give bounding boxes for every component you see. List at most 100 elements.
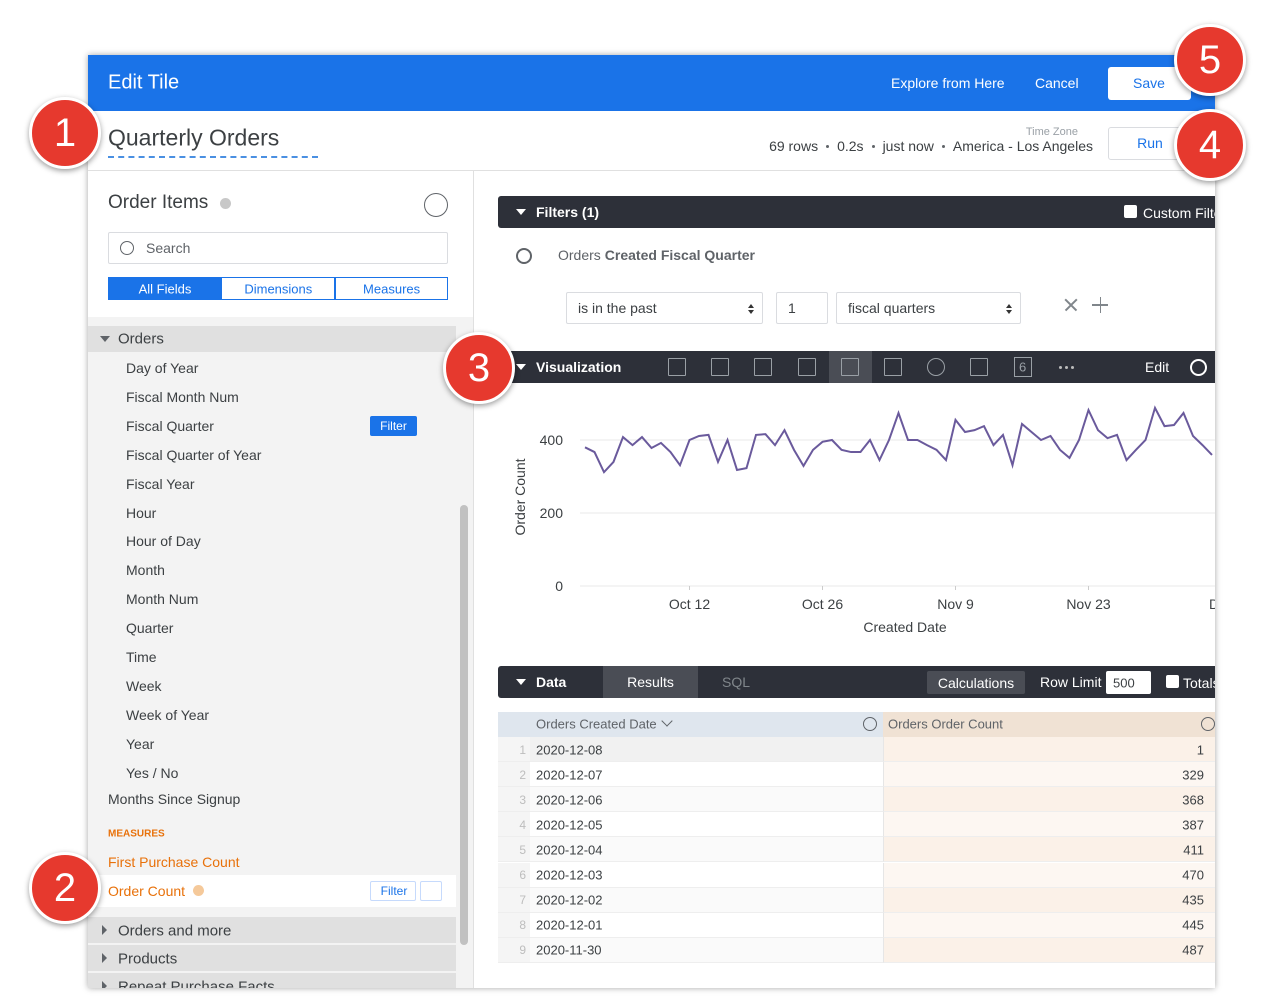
field-item[interactable]: Week of Year	[126, 706, 210, 723]
row-number: 3	[519, 792, 526, 807]
time-zone-label: Time Zone	[1025, 126, 1078, 138]
cell-count: 329	[1182, 767, 1204, 783]
field-item[interactable]: Month Num	[126, 591, 199, 608]
field-item[interactable]: Hour	[126, 504, 157, 521]
table-cell	[883, 762, 1215, 788]
custom-filter-label: Custom Filter	[1143, 205, 1215, 221]
x-tick-label: Oct 12	[669, 596, 710, 612]
info-icon	[193, 885, 204, 896]
filter-input[interactable]: is in the past	[566, 292, 763, 324]
field-tab[interactable]: Measures	[334, 277, 448, 300]
row-number: 9	[519, 943, 526, 958]
viz-edit[interactable]: Edit	[1145, 359, 1170, 375]
field-tab[interactable]: All Fields	[108, 277, 222, 300]
filter-button[interactable]: Filter	[370, 881, 416, 901]
viz-icon[interactable]	[754, 358, 773, 376]
field-item[interactable]: Yes / No	[126, 764, 179, 781]
y-tick-label: 400	[540, 432, 564, 448]
row-limit-label: Row Limit	[1040, 674, 1102, 690]
field-tab[interactable]: Dimensions	[221, 277, 335, 300]
settings-button[interactable]	[420, 881, 442, 901]
search-box[interactable]: Search	[108, 232, 448, 264]
filter-input[interactable]: fiscal quarters	[836, 292, 1021, 324]
group-header[interactable]	[88, 917, 456, 943]
field-name: Created Fiscal Quarter	[604, 247, 755, 263]
viz-icon[interactable]	[970, 358, 989, 376]
group-header[interactable]	[88, 973, 456, 988]
gear-icon[interactable]	[863, 717, 877, 731]
viz-icon[interactable]	[711, 358, 730, 376]
viz-icon[interactable]	[840, 358, 859, 376]
field-item[interactable]: Fiscal Month Num	[126, 388, 239, 405]
field-item[interactable]: Week	[126, 677, 162, 694]
row-number-cell	[498, 862, 530, 888]
viz-title: Visualization	[536, 359, 622, 375]
select-arrow	[1006, 304, 1012, 308]
viz-icon[interactable]	[797, 358, 816, 376]
column-name[interactable]: Orders Created Date	[536, 716, 657, 732]
table-cell	[530, 812, 883, 838]
table-cell	[883, 937, 1215, 963]
field-item[interactable]: Months Since Signup	[108, 791, 241, 807]
viz-icon[interactable]	[884, 358, 902, 376]
field-item[interactable]: Fiscal Quarter of Year	[126, 446, 262, 463]
results-tab[interactable]: Results	[603, 666, 698, 698]
row-number: 4	[519, 817, 526, 832]
field-item[interactable]: Year	[126, 735, 155, 752]
group-header[interactable]	[88, 326, 456, 352]
more-dot[interactable]	[1065, 366, 1068, 369]
viz-icon[interactable]: 6	[1013, 357, 1032, 377]
checkbox[interactable]	[1166, 675, 1179, 688]
field-item[interactable]: Day of Year	[126, 360, 199, 376]
viz-active	[829, 351, 872, 383]
field-item[interactable]: Hour of Day	[126, 533, 201, 550]
filter-input[interactable]: 1	[776, 292, 828, 324]
cell-date: 2020-12-01	[536, 917, 603, 933]
section-caret	[516, 209, 526, 215]
table-cell	[530, 787, 883, 813]
sidebar-divider	[473, 171, 474, 988]
tab-label: Dimensions	[244, 281, 313, 296]
group-name: Repeat Purchase Facts	[118, 978, 275, 989]
row-number: 2	[519, 767, 526, 782]
table-cell	[883, 887, 1215, 913]
measure-item[interactable]: Order Count	[108, 883, 186, 899]
row-limit-input[interactable]: 500	[1106, 671, 1151, 694]
cell-date: 2020-12-08	[536, 742, 603, 757]
gear-icon[interactable]	[1190, 359, 1207, 376]
table-cell	[530, 762, 883, 788]
viz-icon[interactable]	[927, 358, 946, 376]
more-dot[interactable]	[1071, 366, 1074, 369]
cell-count: 487	[1182, 942, 1204, 958]
sql-tab[interactable]: SQL	[722, 674, 751, 690]
group-header[interactable]	[88, 945, 456, 971]
edit-tile-dialog: Edit Tile Explore from Here Cancel Save Quar…	[88, 55, 1215, 988]
checkbox[interactable]	[1124, 205, 1137, 218]
table-cell	[530, 912, 883, 938]
title-underline	[108, 156, 318, 158]
viz-icon[interactable]	[668, 358, 686, 376]
cell-date: 2020-11-30	[536, 942, 602, 958]
column-name[interactable]: Orders Order Count	[888, 716, 1003, 732]
calculations-button[interactable]: Calculations	[927, 671, 1025, 694]
field-item[interactable]: Quarter	[126, 620, 174, 637]
more-dot[interactable]	[1059, 366, 1062, 369]
field-item[interactable]: Time	[126, 649, 157, 665]
field-item[interactable]: Fiscal Year	[126, 475, 195, 492]
step-badge: 1	[29, 97, 101, 169]
cancel-link[interactable]: Cancel	[1035, 75, 1079, 91]
calculations-label: Calculations	[937, 674, 1015, 691]
gear-icon[interactable]	[1201, 717, 1215, 731]
collapse-button[interactable]	[424, 193, 448, 217]
explore-link[interactable]: Explore from Here	[891, 75, 1005, 91]
field-item[interactable]: Month	[126, 562, 165, 579]
field-item[interactable]: Fiscal Quarter	[126, 417, 214, 434]
tab-label: All Fields	[138, 281, 192, 296]
measure-item[interactable]: First Purchase Count	[108, 854, 240, 870]
row-number-cell	[498, 787, 530, 813]
table-cell	[530, 837, 883, 863]
stat: 69 rows	[769, 138, 819, 154]
cell-count: 411	[1183, 842, 1204, 858]
filter-button[interactable]: Filter	[370, 416, 417, 436]
